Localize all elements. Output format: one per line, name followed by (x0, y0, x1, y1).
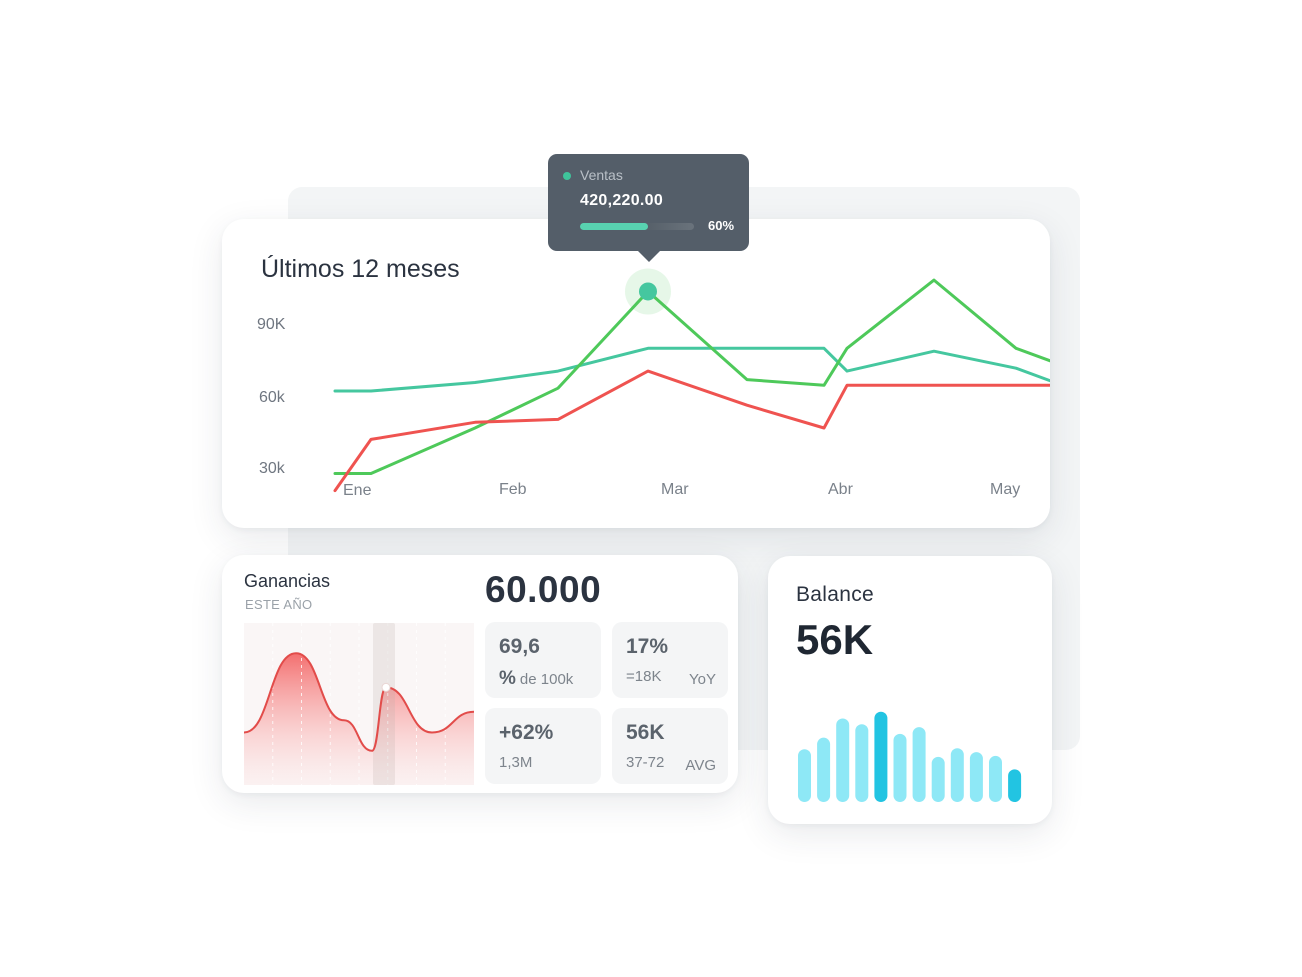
series-line-1 (333, 278, 1050, 475)
stat-right-label: AVG (685, 757, 716, 774)
x-tick-label: Mar (661, 481, 689, 498)
stat-value: 56K (626, 721, 665, 744)
balance-value: 56K (796, 616, 874, 663)
balance-title: Balance (796, 583, 874, 606)
tooltip-progress-track (580, 223, 694, 230)
stat-value: +62% (499, 721, 554, 744)
earnings-line (244, 652, 474, 752)
tooltip-percent: 60% (708, 218, 735, 233)
highlight-point (639, 282, 657, 301)
percent-symbol: % (499, 668, 516, 689)
stat-sub-label: de 100k (519, 671, 574, 688)
series-line-2 (333, 369, 1050, 493)
tooltip-label: Ventas (580, 167, 623, 183)
earnings-highlight-point (381, 682, 391, 692)
balance-bar (969, 752, 983, 802)
y-tick-label: 60k (259, 389, 286, 406)
tooltip-progress-fill (580, 223, 649, 230)
tooltip-value: 420,220.00 (580, 192, 664, 209)
stat-tile: 56K 37-72 AVG (612, 708, 728, 784)
balance-bar (989, 755, 1002, 802)
stat-sub-label: 1,3M (499, 754, 533, 771)
balance-bar (931, 756, 945, 802)
balance-bar (855, 724, 869, 802)
sales-line-chart-card: Últimos 12 meses 90K 60k 30k Ene Feb Mar… (222, 219, 1050, 528)
stat-tile: 69,6 % de 100k (485, 622, 601, 698)
series-line-0 (333, 346, 1050, 393)
x-tick-label: Abr (828, 481, 854, 498)
balance-bar (817, 737, 831, 802)
line-chart: 90K 60k 30k Ene Feb Mar Abr May (257, 268, 1050, 499)
stat-tile: +62% 1,3M (485, 708, 601, 784)
stat-subtext: % de 100k (499, 668, 573, 690)
stat-value: 17% (626, 635, 669, 658)
earnings-total: 60.000 (485, 569, 602, 610)
sales-tooltip: Ventas 420,220.00 60% (548, 154, 749, 262)
stat-sub-label: =18K (626, 668, 662, 685)
balance-bar (1008, 769, 1022, 802)
y-tick-label: 30k (259, 460, 286, 477)
x-tick-label: Ene (343, 482, 372, 499)
balance-bar (874, 711, 888, 802)
balance-bar (836, 718, 850, 802)
earnings-subtitle: ESTE AÑO (245, 597, 313, 612)
y-tick-label: 90K (257, 316, 286, 333)
earnings-card: Ganancias ESTE AÑO 60.000 69,6 % de 100k … (222, 555, 738, 793)
balance-bar (893, 733, 907, 802)
stat-right-label: YoY (689, 671, 716, 688)
earnings-title: Ganancias (244, 571, 331, 591)
earnings-area-chart (244, 623, 474, 785)
earnings-cursor-band (373, 623, 395, 785)
stat-tile: 17% =18K YoY (612, 622, 728, 698)
legend-dot-icon (563, 172, 571, 180)
balance-bar-chart (798, 711, 1022, 802)
x-tick-label: May (990, 481, 1020, 498)
balance-card: Balance 56K (768, 556, 1052, 824)
balance-bar (950, 748, 964, 802)
chart-title: Últimos 12 meses (261, 255, 460, 283)
x-tick-label: Feb (499, 481, 527, 498)
stat-value: 69,6 (499, 635, 540, 658)
balance-bar (798, 749, 811, 802)
stat-sub-label: 37-72 (626, 754, 665, 771)
balance-bar (912, 727, 926, 802)
